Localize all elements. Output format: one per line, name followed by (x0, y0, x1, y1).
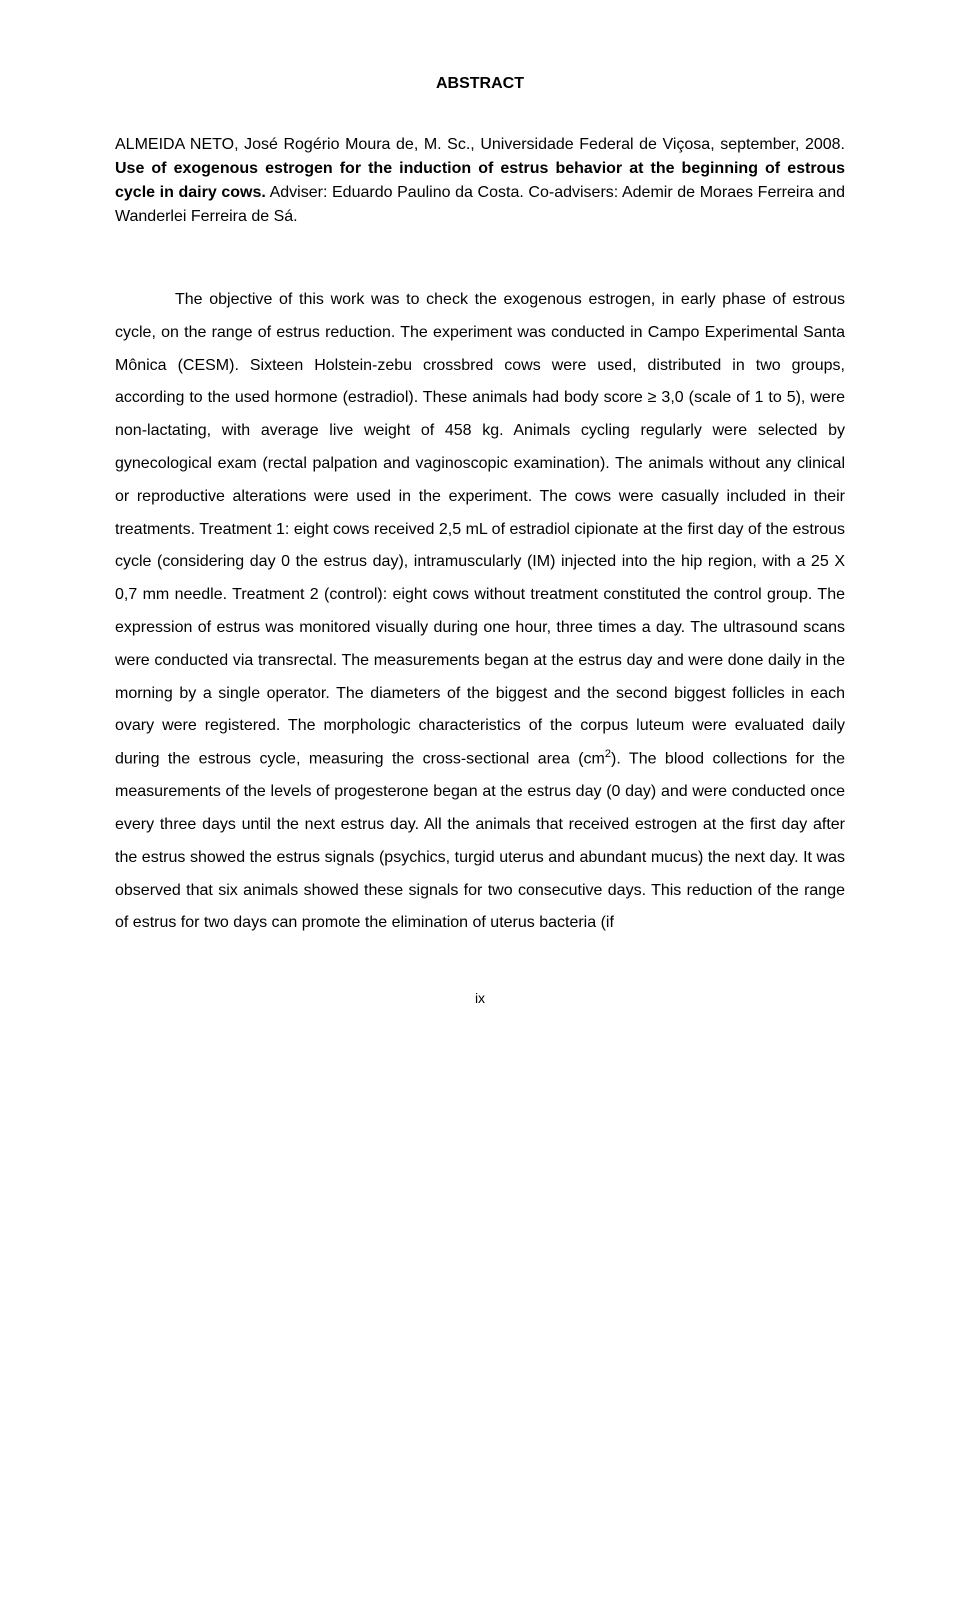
page-number: ix (115, 990, 845, 1006)
body-text-post: ). The blood collections for the measure… (115, 750, 845, 931)
abstract-body: The objective of this work was to check … (115, 284, 845, 940)
citation-block: ALMEIDA NETO, José Rogério Moura de, M. … (115, 133, 845, 229)
abstract-heading: ABSTRACT (115, 75, 845, 93)
citation-author: ALMEIDA NETO, José Rogério Moura de, M. … (115, 136, 845, 153)
body-text-pre: The objective of this work was to check … (115, 291, 845, 767)
